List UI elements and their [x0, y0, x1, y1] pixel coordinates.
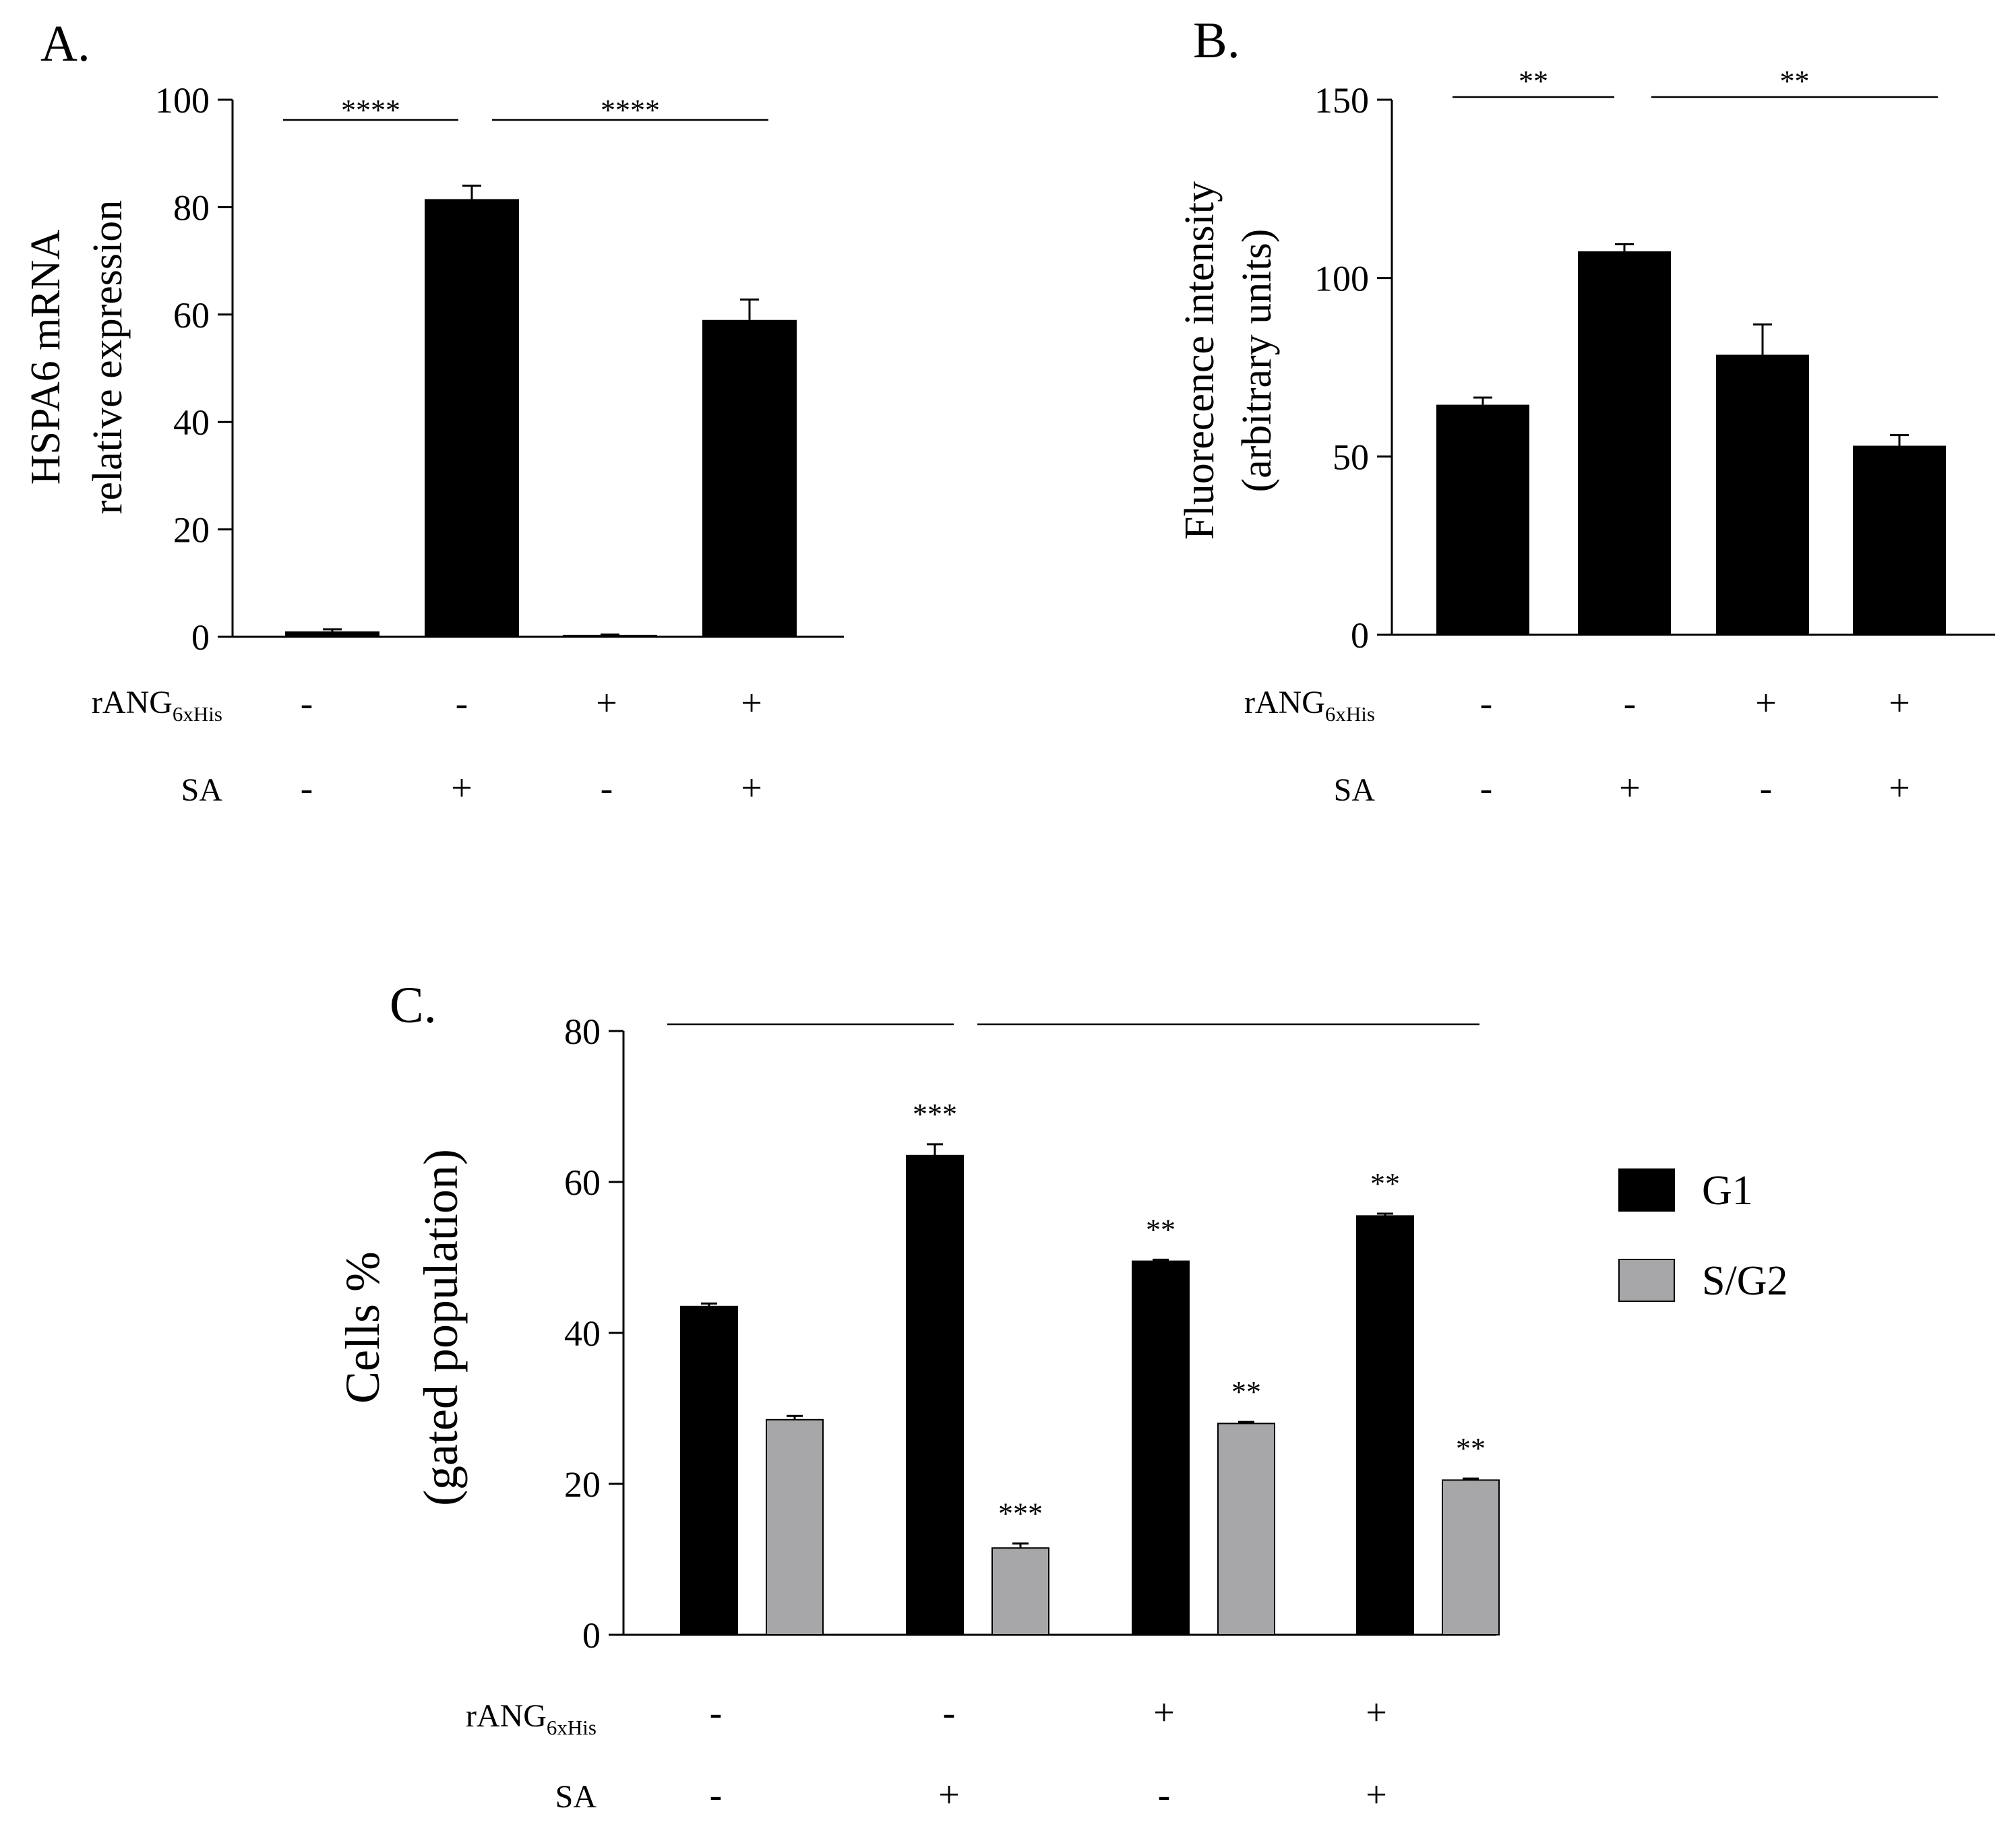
panel-c-star-label: ** [1456, 1432, 1486, 1465]
legend-swatch-g1 [1618, 1168, 1675, 1212]
panel-c-star-label: ** [1370, 1167, 1400, 1200]
panel-a-row1-label: rANG6xHis [92, 685, 222, 726]
panel-b-ytick-label: 150 [1314, 80, 1369, 121]
panel-c-star-label: *** [913, 1098, 957, 1131]
panel-a-bar [425, 199, 519, 637]
panel-b-bar [1716, 354, 1809, 635]
panel-a-cond-row1: + [596, 683, 617, 724]
panel-b-ytick-label: 0 [1351, 615, 1369, 656]
panel-c-ytick-label: 40 [564, 1313, 601, 1354]
panel-a-row2-label: SA [181, 772, 223, 808]
panel-c-row2-label: SA [555, 1779, 597, 1815]
panel-a-cond-row1: - [301, 683, 313, 724]
panel-b-sig-label: ** [1519, 65, 1548, 98]
panel-a-ytick-label: 100 [155, 80, 210, 121]
panel-a-cond-row2: - [601, 768, 613, 809]
panel-b-cond-row1: - [1480, 683, 1493, 724]
panel-c-cond-row1: + [1153, 1692, 1175, 1734]
panel-a-ytick-label: 40 [173, 402, 210, 443]
panel-c-row1-label: rANG6xHis [466, 1698, 597, 1739]
panel-c-bar-g1 [680, 1305, 738, 1636]
legend-label-g1: G1 [1702, 1168, 1753, 1214]
panel-c-ylabel-line1: Cells % [336, 1251, 390, 1404]
panel-c-cond-row2: + [938, 1774, 960, 1816]
panel-a-sig-label: **** [601, 94, 660, 127]
panel-a-cond-row1: + [741, 683, 762, 724]
panel-c-ytick-label: 0 [582, 1615, 601, 1656]
panel-b-sig-label: ** [1780, 65, 1810, 98]
panel-b-cond-row1: - [1624, 683, 1637, 724]
panel-c-bar-sg2 [991, 1547, 1049, 1635]
panel-b-cond-row1: + [1889, 683, 1910, 724]
panel-a-ylabel-line2: relative expression [85, 200, 131, 515]
panel-c-bar-g1 [1356, 1215, 1414, 1635]
panel-a-bar [702, 319, 797, 637]
panel-c-bar-sg2 [1217, 1423, 1275, 1635]
panel-c-ytick-label: 20 [564, 1464, 601, 1505]
panel-a-sig-label: **** [341, 94, 400, 127]
panel-b-ylabel-line1: Fluorecence intensity [1177, 181, 1223, 540]
panel-c-star-label: ** [1146, 1213, 1175, 1246]
panel-a-cond-row2: + [741, 768, 762, 809]
panel-b-row1-label: rANG6xHis [1244, 685, 1375, 726]
panel-b-bar [1578, 251, 1671, 635]
panel-a-ytick-label: 20 [173, 510, 210, 551]
legend: G1 S/G2 [1618, 1168, 1788, 1304]
panel-c-ytick-label: 80 [564, 1011, 601, 1052]
panel-c-bar-g1 [906, 1154, 964, 1636]
panel-c-cond-row1: - [943, 1692, 956, 1734]
panel-a-ytick-label: 60 [173, 295, 210, 336]
panel-b-bar [1436, 404, 1529, 635]
panel-b-cond-row2: + [1619, 768, 1641, 809]
panel-a-cond-row2: - [301, 768, 313, 809]
panel-a-ytick-label: 80 [173, 187, 210, 228]
panel-b-cond-row2: - [1760, 768, 1773, 809]
panel-b-ytick-label: 50 [1333, 437, 1369, 477]
panel-b-bar [1853, 445, 1946, 635]
panel-b-letter: B. [1193, 12, 1240, 69]
panel-c-cond-row1: - [710, 1692, 723, 1734]
panel-a-bar [563, 635, 657, 637]
panel-a-letter: A. [40, 15, 90, 72]
panel-a-bar [285, 631, 379, 637]
panel-c-ylabel-line2: (gated population) [414, 1149, 468, 1506]
panel-b-ytick-label: 100 [1314, 259, 1369, 299]
panel-c-cond-row2: - [710, 1774, 723, 1816]
panel-a: A. HSPA6 mRNA relative expression 0 20 40 6… [23, 15, 844, 809]
panel-b-cond-row1: + [1755, 683, 1777, 724]
panel-c-star-label: ** [1231, 1375, 1261, 1408]
panel-a-ylabel-line1: HSPA6 mRNA [23, 230, 69, 485]
panel-b-row2-label: SA [1334, 772, 1376, 808]
panel-b-ylabel-line2: (arbitrary units) [1234, 229, 1280, 493]
panel-c: C. Cells % (gated population) 020406080 … [336, 977, 1788, 1816]
panel-c-letter: C. [390, 977, 437, 1034]
panel-c-bar-sg2 [1442, 1479, 1500, 1635]
panel-c-star-label: *** [998, 1497, 1043, 1530]
panel-b-cond-row2: + [1889, 768, 1910, 809]
panel-b-cond-row2: - [1480, 768, 1493, 809]
panel-c-cond-row2: - [1158, 1774, 1171, 1816]
panel-c-cond-row2: + [1366, 1774, 1387, 1816]
panel-c-bar-sg2 [766, 1418, 824, 1636]
panel-c-ytick-label: 60 [564, 1162, 601, 1203]
panel-a-cond-row1: - [456, 683, 468, 724]
legend-swatch-sg2 [1618, 1259, 1675, 1302]
panel-a-cond-row2: + [451, 768, 472, 809]
legend-label-sg2: S/G2 [1702, 1258, 1788, 1304]
panel-b: B. Fluorecence intensity (arbitrary unit… [1177, 12, 1995, 809]
panel-c-cond-row1: + [1366, 1692, 1387, 1734]
panel-c-bar-g1 [1132, 1260, 1190, 1635]
panel-a-ytick-label: 0 [191, 617, 210, 658]
